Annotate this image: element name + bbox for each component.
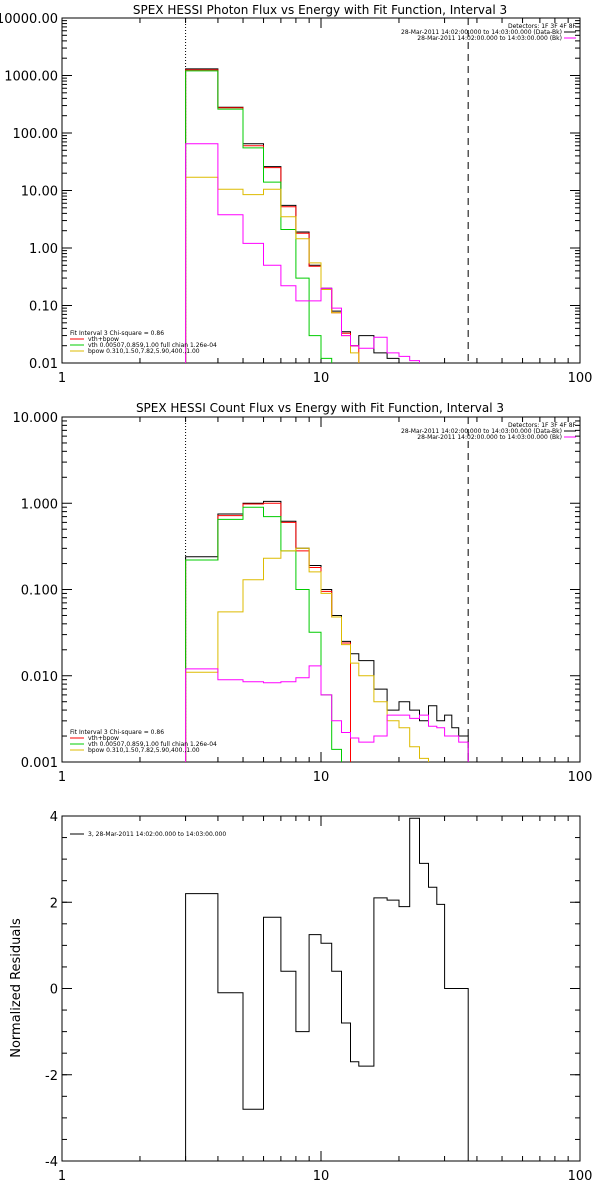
residuals-legend-entry: 3, 28-Mar-2011 14:02:00.000 to 14:03:00.… xyxy=(88,831,226,838)
count-legend-top: Detectors: 1F 3F 4F 8F 28-Mar-2011 14:02… xyxy=(401,422,577,441)
photon-y-tick-label: 100.00 xyxy=(13,127,59,142)
residuals-y-tick-label: 0 xyxy=(50,983,58,998)
photon-y-tick-label: 0.01 xyxy=(29,357,58,372)
count-series xyxy=(185,417,469,762)
count-legend-entry: vth 0.00507,0.859,1.00 full chian 1.26e-… xyxy=(88,741,217,748)
residuals-x-tick-label: 1 xyxy=(58,1169,66,1184)
count-legend-entry: vth+bpow xyxy=(88,735,119,742)
count-legend-entry: bpow 0.310,1.50,7.82,5.90,400.,1.00 xyxy=(88,747,200,754)
residuals-axes: 1 10 100 -4 -2 0 2 4 xyxy=(45,810,592,1184)
photon-x-tick-label: 1 xyxy=(58,371,66,386)
photon-series xyxy=(185,18,469,364)
photon-detectors-label: Detectors: 1F 3F 4F 8F xyxy=(508,23,577,30)
photon-legend-entry: 28-Mar-2011 14:02:00.000 to 14:03:00.000… xyxy=(417,35,562,42)
count-y-tick-label: 0.100 xyxy=(21,584,58,599)
photon-y-tick-label: 10.00 xyxy=(21,185,58,200)
photon-y-tick-label: 1000.00 xyxy=(4,70,58,85)
residuals-plot-frame xyxy=(61,815,581,1162)
residuals-y-tick-label: -4 xyxy=(45,1155,58,1170)
photon-series-model xyxy=(185,69,360,363)
count-flux-chart: SPEX HESSI Count Flux vs Energy with Fit… xyxy=(13,401,593,785)
residuals-series-residuals xyxy=(185,817,469,1161)
count-series-vth xyxy=(185,506,342,762)
count-legend-entry: 28-Mar-2011 14:02:00.000 to 14:03:00.000… xyxy=(417,434,562,441)
count-y-tick-label: 0.010 xyxy=(21,670,58,685)
photon-legend-entry: vth+bpow xyxy=(88,336,119,343)
photon-series-vth xyxy=(185,70,333,363)
count-series-bpow xyxy=(185,547,429,762)
photon-series-bpow xyxy=(185,176,360,363)
photon-axes: 1 10 100 0.01 0.10 1.00 10.00 100.00 1000.00 1000… xyxy=(0,12,592,386)
residuals-series xyxy=(185,817,469,1161)
photon-y-tick-label: 0.10 xyxy=(29,300,58,315)
photon-legend-entry: 28-Mar-2011 14:02:00.000 to 14:03:00.000… xyxy=(401,29,562,36)
residuals-y-tick-label: 2 xyxy=(50,896,58,911)
photon-legend-bottom: Fit Interval 3 Chi-square = 0.86 vth+bpo… xyxy=(70,330,217,355)
count-x-tick-label: 1 xyxy=(58,770,66,785)
photon-flux-chart: SPEX HESSI Photon Flux vs Energy with Fi… xyxy=(0,3,592,386)
count-y-tick-label: 10.000 xyxy=(13,411,59,426)
residuals-legend: 3, 28-Mar-2011 14:02:00.000 to 14:03:00.… xyxy=(88,831,226,838)
photon-x-tick-label: 10 xyxy=(313,371,330,386)
count-series-background xyxy=(185,665,469,762)
count-chart-title: SPEX HESSI Count Flux vs Energy with Fit… xyxy=(136,401,504,415)
count-series-data xyxy=(185,500,469,762)
residuals-y-tick-label: 4 xyxy=(50,810,58,825)
count-legend-bottom: Fit Interval 3 Chi-square = 0.86 vth+bpo… xyxy=(70,729,217,754)
count-x-tick-label: 10 xyxy=(313,770,330,785)
photon-legend-entry: bpow 0.310,1.50,7.82,5.90,400.,1.00 xyxy=(88,348,200,355)
residuals-y-label: Normalized Residuals xyxy=(9,918,24,1058)
photon-fit-label: Fit Interval 3 Chi-square = 0.86 xyxy=(70,330,164,337)
count-detectors-label: Detectors: 1F 3F 4F 8F xyxy=(508,422,577,429)
photon-x-tick-label: 100 xyxy=(568,371,593,386)
count-fit-label: Fit Interval 3 Chi-square = 0.86 xyxy=(70,729,164,736)
photon-y-tick-label: 10000.00 xyxy=(0,12,58,27)
count-series-model xyxy=(185,502,351,762)
photon-plot-frame xyxy=(61,17,581,364)
residuals-x-tick-label: 100 xyxy=(568,1169,593,1184)
count-y-tick-label: 0.001 xyxy=(21,756,58,771)
photon-legend-entry: vth 0.00507,0.859,1.00 full chian 1.26e-… xyxy=(88,342,217,349)
residuals-x-tick-label: 10 xyxy=(313,1169,330,1184)
photon-legend-top: Detectors: 1F 3F 4F 8F 28-Mar-2011 14:02… xyxy=(401,23,577,42)
count-y-tick-label: 1.000 xyxy=(21,497,58,512)
residuals-chart: Normalized Residuals 1 10 100 -4 -2 0 2 4 3, 28… xyxy=(9,810,592,1184)
photon-y-tick-label: 1.00 xyxy=(29,242,58,257)
count-legend-entry: 28-Mar-2011 14:02:00.000 to 14:03:00.000… xyxy=(401,428,562,435)
photon-chart-title: SPEX HESSI Photon Flux vs Energy with Fi… xyxy=(133,3,507,17)
count-axes: 1 10 100 0.001 0.010 0.100 1.000 10.000 xyxy=(13,411,593,785)
residuals-y-tick-label: -2 xyxy=(45,1069,58,1084)
count-x-tick-label: 100 xyxy=(568,770,593,785)
photon-series-data xyxy=(185,68,410,364)
photon-series-background xyxy=(185,143,420,363)
